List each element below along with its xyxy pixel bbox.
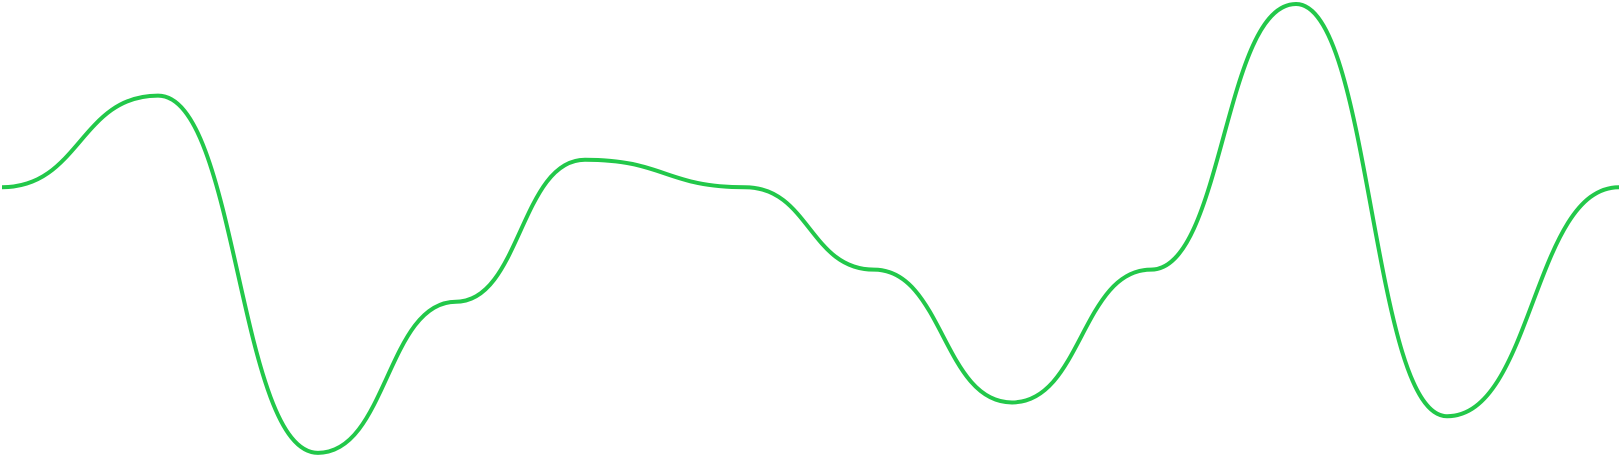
series-layer [1, 2, 1619, 455]
series-line [1, 2, 1619, 455]
